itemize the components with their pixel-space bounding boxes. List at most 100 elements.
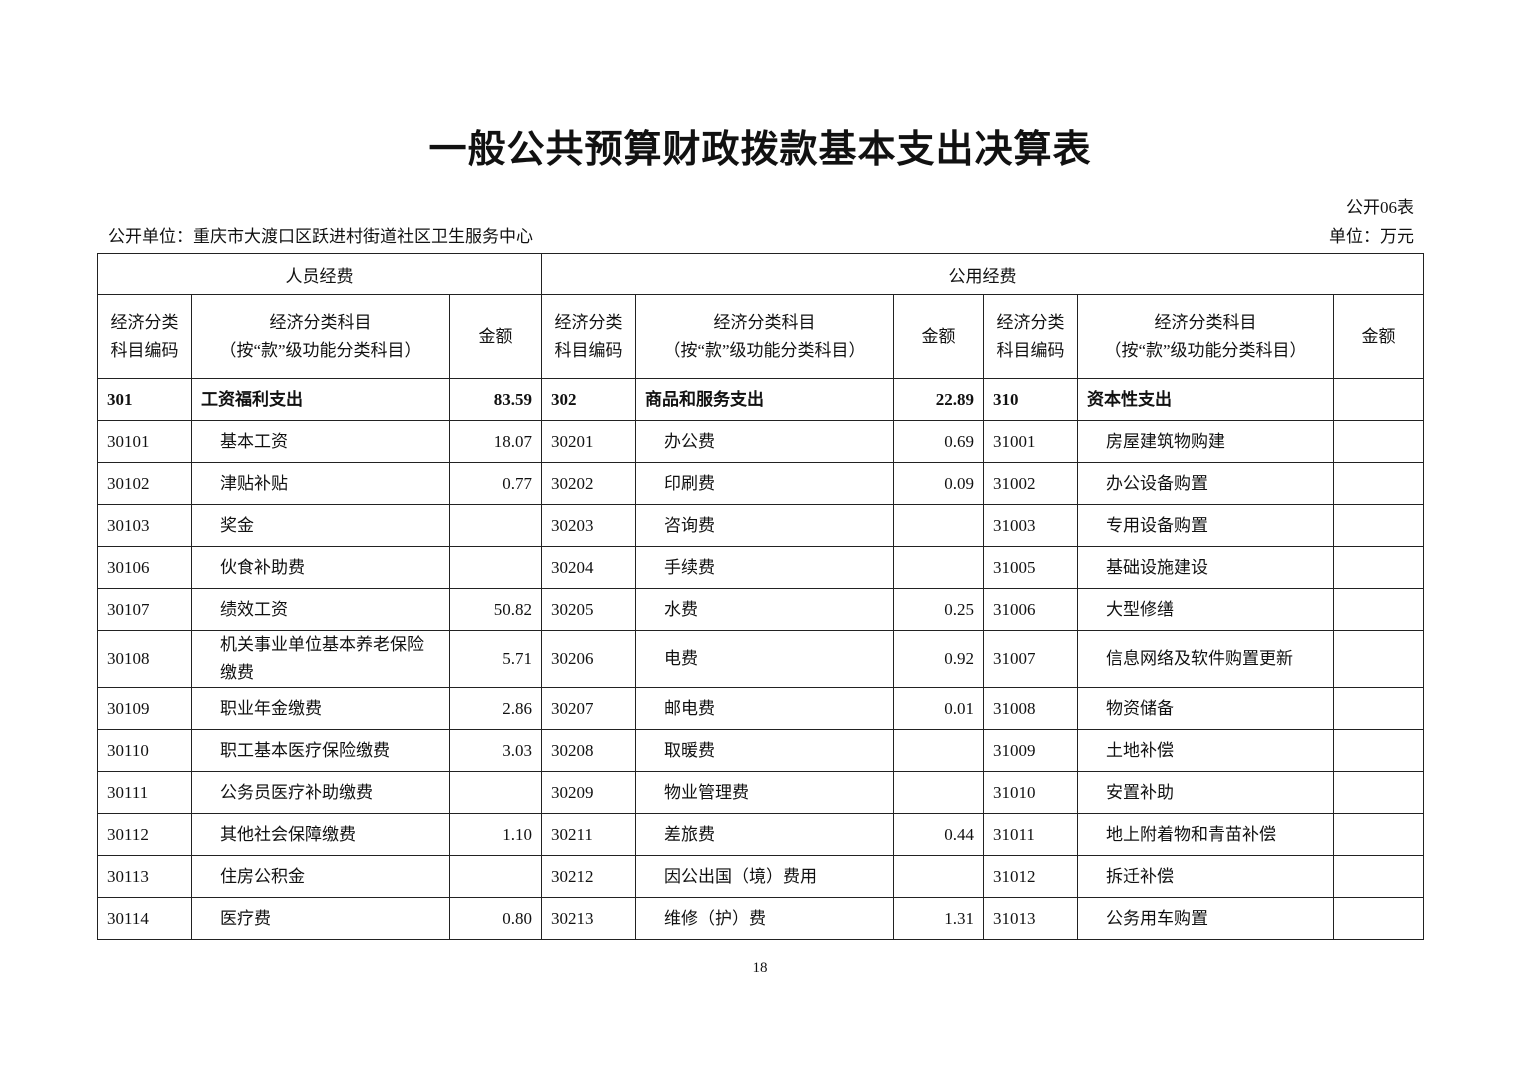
header-code-line2: 科目编码 (110, 340, 179, 360)
header-amount: 金额 (893, 294, 984, 379)
header-subject: 经济分类科目 （按“款”级功能分类科目） (191, 294, 450, 379)
cell-code: 31007 (983, 630, 1078, 688)
cell-subject: 拆迁补偿 (1077, 855, 1334, 898)
header-code-line1: 经济分类 (554, 312, 623, 332)
cell-amount (449, 771, 542, 814)
header-subject-line1: 经济分类科目 (1154, 312, 1257, 332)
cell-amount: 1.10 (449, 813, 542, 856)
cell-amount: 1.31 (893, 897, 984, 940)
table-row: 30112 其他社会保障缴费 1.10 30211 差旅费 0.44 31011 地上附着物和… (97, 813, 1424, 856)
cell-subject: 邮电费 (635, 687, 894, 730)
cell-subject: 工资福利支出 (191, 378, 450, 421)
cell-amount (1333, 687, 1424, 730)
cell-subject: 物业管理费 (635, 771, 894, 814)
cell-code: 30201 (541, 420, 636, 463)
cell-subject: 基础设施建设 (1077, 546, 1334, 589)
cell-amount (449, 546, 542, 589)
cell-amount: 22.89 (893, 378, 984, 421)
cell-code: 30112 (97, 813, 192, 856)
cell-subject: 基本工资 (191, 420, 450, 463)
cell-code: 30209 (541, 771, 636, 814)
cell-code: 301 (97, 378, 192, 421)
cell-code: 31002 (983, 462, 1078, 505)
cell-subject: 奖金 (191, 504, 450, 547)
table-row: 30102 津贴补贴 0.77 30202 印刷费 0.09 31002 办公设备购置 (97, 462, 1424, 505)
cell-subject: 土地补偿 (1077, 729, 1334, 772)
cell-amount: 0.25 (893, 588, 984, 631)
cell-code: 30212 (541, 855, 636, 898)
cell-amount (1333, 729, 1424, 772)
cell-subject: 安置补助 (1077, 771, 1334, 814)
cell-code: 30204 (541, 546, 636, 589)
cell-code: 31005 (983, 546, 1078, 589)
cell-code: 30202 (541, 462, 636, 505)
cell-subject: 医疗费 (191, 897, 450, 940)
page-number: 18 (752, 960, 768, 976)
table-row: 30103 奖金 30203 咨询费 31003 专用设备购置 (97, 504, 1424, 547)
table-row: 301 工资福利支出 83.59 302 商品和服务支出 22.89 310 资本性支出 (97, 378, 1424, 421)
cell-code: 30207 (541, 687, 636, 730)
cell-subject: 水费 (635, 588, 894, 631)
header-subject: 经济分类科目 （按“款”级功能分类科目） (1077, 294, 1334, 379)
table-row: 30108 机关事业单位基本养老保险缴费 5.71 30206 电费 0.92 31007 信… (97, 630, 1424, 688)
cell-amount (1333, 813, 1424, 856)
header-subject-line1: 经济分类科目 (713, 312, 816, 332)
table-row: 30110 职工基本医疗保险缴费 3.03 30208 取暖费 31009 土地补偿 (97, 729, 1424, 772)
header-code-line1: 经济分类 (110, 312, 179, 332)
cell-code: 31011 (983, 813, 1078, 856)
cell-code: 30109 (97, 687, 192, 730)
table-row: 30101 基本工资 18.07 30201 办公费 0.69 31001 房屋建筑物购建 (97, 420, 1424, 463)
cell-amount: 18.07 (449, 420, 542, 463)
cell-code: 31008 (983, 687, 1078, 730)
header-subject-line2: （按“款”级功能分类科目） (663, 340, 866, 360)
cell-amount: 0.09 (893, 462, 984, 505)
cell-subject: 机关事业单位基本养老保险缴费 (191, 630, 450, 688)
cell-code: 30101 (97, 420, 192, 463)
cell-subject: 职业年金缴费 (191, 687, 450, 730)
table-row: 30111 公务员医疗补助缴费 30209 物业管理费 31010 安置补助 (97, 771, 1424, 814)
header-code-line1: 经济分类 (996, 312, 1065, 332)
cell-amount: 5.71 (449, 630, 542, 688)
cell-code: 30107 (97, 588, 192, 631)
cell-subject: 津贴补贴 (191, 462, 450, 505)
cell-subject: 资本性支出 (1077, 378, 1334, 421)
cell-amount (1333, 771, 1424, 814)
header-subject-line1: 经济分类科目 (269, 312, 372, 332)
cell-code: 30106 (97, 546, 192, 589)
header-subject: 经济分类科目 （按“款”级功能分类科目） (635, 294, 894, 379)
cell-subject: 职工基本医疗保险缴费 (191, 729, 450, 772)
table-row: 30109 职业年金缴费 2.86 30207 邮电费 0.01 31008 物资储备 (97, 687, 1424, 730)
cell-subject: 地上附着物和青苗补偿 (1077, 813, 1334, 856)
cell-amount (449, 504, 542, 547)
cell-amount: 0.01 (893, 687, 984, 730)
cell-subject: 专用设备购置 (1077, 504, 1334, 547)
cell-amount (1333, 855, 1424, 898)
cell-amount: 0.69 (893, 420, 984, 463)
cell-amount (1333, 462, 1424, 505)
header-code: 经济分类 科目编码 (541, 294, 636, 379)
cell-code: 30205 (541, 588, 636, 631)
cell-subject: 物资储备 (1077, 687, 1334, 730)
cell-amount: 0.92 (893, 630, 984, 688)
cell-subject: 房屋建筑物购建 (1077, 420, 1334, 463)
table-row: 30106 伙食补助费 30204 手续费 31005 基础设施建设 (97, 546, 1424, 589)
cell-code: 31013 (983, 897, 1078, 940)
cell-amount (893, 504, 984, 547)
cell-subject: 因公出国（境）费用 (635, 855, 894, 898)
cell-code: 30102 (97, 462, 192, 505)
expenditure-table: 人员经费 公用经费 经济分类 科目编码 经济分类科目 （按“款”级功能分类科目） 金额经… (97, 253, 1424, 940)
cell-amount (1333, 420, 1424, 463)
table-row: 30114 医疗费 0.80 30213 维修（护）费 1.31 31013 公务用车购置 (97, 897, 1424, 940)
form-number: 公开06表 (1346, 198, 1414, 217)
cell-subject: 印刷费 (635, 462, 894, 505)
cell-code: 30206 (541, 630, 636, 688)
cell-subject: 维修（护）费 (635, 897, 894, 940)
cell-code: 302 (541, 378, 636, 421)
cell-code: 30103 (97, 504, 192, 547)
header-code: 经济分类 科目编码 (983, 294, 1078, 379)
cell-code: 30110 (97, 729, 192, 772)
cell-subject: 差旅费 (635, 813, 894, 856)
cell-subject: 办公设备购置 (1077, 462, 1334, 505)
cell-amount (893, 855, 984, 898)
currency-unit: 单位：万元 (1329, 227, 1414, 246)
